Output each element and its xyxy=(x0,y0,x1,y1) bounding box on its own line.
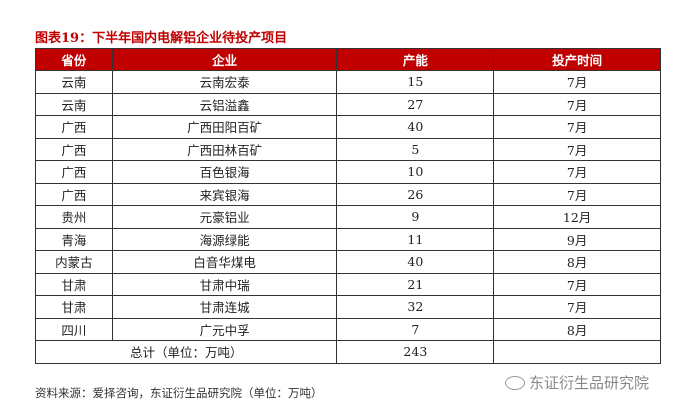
cell-company: 云南宏泰 xyxy=(111,70,338,94)
header-company: 企业 xyxy=(111,48,338,71)
cell-company: 广西田阳百矿 xyxy=(111,115,338,139)
source-note: 资料来源：爱择咨询，东证衍生品研究院（单位：万吨） xyxy=(35,386,323,400)
table-row: 云南 云南宏泰 15 7月 xyxy=(35,70,661,94)
table-row: 四川 广元中孚 7 8月 xyxy=(35,317,661,341)
cell-capacity: 32 xyxy=(336,295,495,319)
cell-start-time: 8月 xyxy=(493,250,661,274)
cell-province: 广西 xyxy=(35,115,113,139)
cell-capacity: 15 xyxy=(336,70,495,94)
table-row: 广西 百色银海 10 7月 xyxy=(35,160,661,184)
cell-start-time: 7月 xyxy=(493,182,661,206)
cell-company: 甘肃连城 xyxy=(111,295,338,319)
cell-company: 广西田林百矿 xyxy=(111,137,338,161)
cell-province: 甘肃 xyxy=(35,272,113,296)
cell-start-time: 7月 xyxy=(493,295,661,319)
watermark: 东证衍生品研究院 xyxy=(505,372,649,393)
capacity-table: 省份 企业 产能 投产时间 云南 云南宏泰 15 7月 云南 云铝溢鑫 27 7月 广西 广西田阳… xyxy=(34,48,661,364)
cell-start-time: 7月 xyxy=(493,115,661,139)
cell-capacity: 26 xyxy=(336,182,495,206)
wechat-icon xyxy=(505,375,525,390)
cell-province: 广西 xyxy=(35,137,113,161)
table-row: 甘肃 甘肃中瑞 21 7月 xyxy=(35,272,661,296)
table-row: 贵州 元豪铝业 9 12月 xyxy=(35,205,661,229)
cell-company: 甘肃中瑞 xyxy=(111,272,338,296)
table-caption: 图表19：下半年国内电解铝企业待投产项目 xyxy=(35,31,288,46)
cell-province: 云南 xyxy=(35,92,113,116)
cell-capacity: 21 xyxy=(336,272,495,296)
cell-company: 来宾银海 xyxy=(111,182,338,206)
total-row: 总计（单位：万吨） 243 xyxy=(34,340,661,364)
table-row: 内蒙古 白音华煤电 40 8月 xyxy=(35,250,661,274)
cell-capacity: 9 xyxy=(336,205,495,229)
table-row: 云南 云铝溢鑫 27 7月 xyxy=(35,92,661,116)
cell-province: 甘肃 xyxy=(35,295,113,319)
table-row: 广西 广西田林百矿 5 7月 xyxy=(35,137,661,161)
cell-start-time: 7月 xyxy=(493,160,661,184)
cell-company: 云铝溢鑫 xyxy=(111,92,338,116)
cell-company: 白音华煤电 xyxy=(111,250,338,274)
cell-start-time: 12月 xyxy=(493,205,661,229)
cell-province: 青海 xyxy=(35,227,113,251)
cell-capacity: 27 xyxy=(336,92,495,116)
total-empty xyxy=(493,340,661,364)
cell-company: 百色银海 xyxy=(111,160,338,184)
cell-start-time: 9月 xyxy=(493,227,661,251)
cell-capacity: 10 xyxy=(336,160,495,184)
table-row: 青海 海源绿能 11 9月 xyxy=(35,227,661,251)
cell-province: 内蒙古 xyxy=(35,250,113,274)
cell-capacity: 11 xyxy=(336,227,495,251)
cell-province: 广西 xyxy=(35,182,113,206)
table-row: 广西 广西田阳百矿 40 7月 xyxy=(35,115,661,139)
cell-capacity: 40 xyxy=(336,115,495,139)
header-start-time: 投产时间 xyxy=(493,48,661,71)
cell-capacity: 40 xyxy=(336,250,495,274)
table-row: 广西 来宾银海 26 7月 xyxy=(35,182,661,206)
cell-province: 广西 xyxy=(35,160,113,184)
cell-company: 广元中孚 xyxy=(111,317,338,341)
cell-province: 云南 xyxy=(35,70,113,94)
cell-province: 四川 xyxy=(35,317,113,341)
cell-start-time: 7月 xyxy=(493,92,661,116)
table-header-row: 省份 企业 产能 投产时间 xyxy=(35,48,661,71)
header-capacity: 产能 xyxy=(336,48,495,71)
cell-province: 贵州 xyxy=(35,205,113,229)
cell-company: 海源绿能 xyxy=(111,227,338,251)
cell-start-time: 7月 xyxy=(493,137,661,161)
cell-capacity: 5 xyxy=(336,137,495,161)
cell-start-time: 7月 xyxy=(493,70,661,94)
cell-capacity: 7 xyxy=(336,317,495,341)
cell-start-time: 7月 xyxy=(493,272,661,296)
total-value: 243 xyxy=(336,340,495,364)
total-label: 总计（单位：万吨） xyxy=(34,340,338,364)
cell-start-time: 8月 xyxy=(493,317,661,341)
watermark-text: 东证衍生品研究院 xyxy=(529,374,650,392)
header-province: 省份 xyxy=(35,48,113,71)
table-row: 甘肃 甘肃连城 32 7月 xyxy=(35,295,661,319)
cell-company: 元豪铝业 xyxy=(111,205,338,229)
